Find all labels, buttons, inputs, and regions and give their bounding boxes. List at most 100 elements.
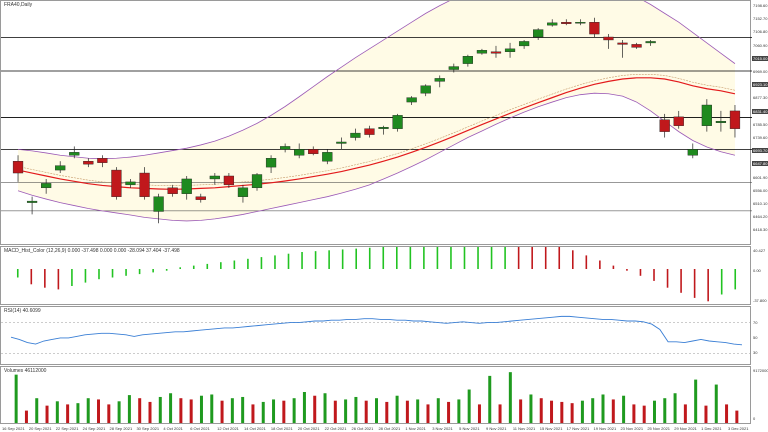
candle [631, 44, 642, 48]
rsi-label: RSI(14) 40.6099 [4, 308, 41, 314]
price-tick-label: 6556.00 [753, 187, 768, 193]
rsi-tick-label: 50 [753, 334, 758, 340]
date-tick-label: 20 Sep 2021 [28, 426, 52, 431]
bollinger-upper-line [17, 1, 736, 160]
candle [687, 149, 698, 156]
candle [504, 48, 516, 52]
date-tick-label: 20 Oct 2021 [297, 426, 320, 431]
candle [659, 119, 670, 132]
volume-panel[interactable]: Volumes 46112000 [0, 366, 751, 424]
macd-tick-label: 0.00 [753, 268, 761, 273]
price-tick-label: 6464.20 [753, 214, 768, 220]
candle [265, 158, 277, 168]
rsi-line-chart[interactable] [1, 307, 752, 366]
price-tick-label: 6877.30 [753, 95, 768, 101]
candle [603, 36, 614, 41]
macd-histogram[interactable] [1, 247, 752, 306]
candle [280, 146, 291, 150]
candle [575, 22, 586, 24]
candle [589, 22, 600, 35]
date-tick-label: 22 Sep 2021 [55, 426, 79, 431]
price-tick-label: 7106.80 [753, 29, 768, 35]
candle [223, 175, 235, 186]
date-tick-label: 4 Oct 2021 [163, 426, 183, 431]
date-tick-label: 17 Nov 2021 [566, 426, 590, 431]
price-tick-label: 6923.10 [752, 82, 768, 88]
candle [701, 104, 712, 126]
price-tick-label: 7198.60 [753, 3, 768, 8]
candle [209, 175, 220, 180]
date-tick-label: 22 Oct 2021 [324, 426, 347, 431]
price-tick-label: 6693.70 [752, 148, 768, 154]
date-tick-label: 15 Nov 2021 [539, 426, 563, 431]
rsi-tick-label: 70 [753, 319, 758, 325]
candle [251, 174, 263, 189]
date-tick-label: 18 Oct 2021 [270, 426, 293, 431]
candle [83, 161, 94, 165]
date-tick-label: 19 Nov 2021 [593, 426, 617, 431]
candle [518, 41, 530, 47]
candle [336, 141, 347, 144]
date-tick-label: 6 Oct 2021 [190, 426, 210, 431]
candle [462, 56, 473, 64]
candle [125, 181, 136, 186]
volume-tick-label: 91720000 [753, 368, 768, 373]
candle [533, 29, 544, 38]
date-tick-label: 1 Dec 2021 [701, 426, 722, 431]
candle [561, 22, 572, 24]
candle [195, 196, 206, 200]
candle [294, 149, 305, 156]
candle [420, 85, 431, 94]
date-tick-label: 28 Sep 2021 [109, 426, 133, 431]
candle [547, 22, 558, 26]
date-tick-label: 9 Nov 2021 [486, 426, 507, 431]
volume-axis: 91720000 0 [751, 366, 768, 424]
candle [55, 165, 66, 171]
candle [12, 161, 24, 174]
volume-histogram[interactable] [1, 367, 752, 425]
date-axis: 16 Sep 2021 20 Sep 2021 22 Sep 2021 24 Sep … [0, 424, 751, 432]
macd-axis: 40.427 0.00 -37.800 [751, 246, 768, 305]
date-tick-label: 11 Nov 2021 [512, 426, 536, 431]
candle [41, 183, 52, 189]
price-tick-label: 6510.10 [753, 201, 768, 206]
candle [448, 66, 459, 70]
moving-average-line [17, 77, 736, 190]
macd-tick-label: 40.427 [753, 248, 766, 253]
price-tick-label: 6647.80 [752, 161, 768, 167]
candle [167, 187, 178, 194]
price-tick-label: 7015.00 [752, 55, 768, 61]
candle [26, 200, 38, 203]
chart-title: FRA40,Daily [4, 2, 33, 8]
date-tick-label: 3 Nov 2021 [432, 426, 453, 431]
bollinger-band-fill [18, 1, 735, 221]
candle [237, 187, 249, 197]
candle [378, 126, 389, 129]
date-tick-label: 30 Sep 2021 [136, 426, 160, 431]
price-tick-label: 7060.90 [753, 42, 768, 48]
price-chart-panel[interactable]: FRA40,Daily [0, 0, 752, 246]
rsi-axis: 70 50 30 [751, 306, 768, 365]
date-tick-label: 24 Sep 2021 [82, 426, 106, 431]
candle [476, 50, 488, 54]
candle [364, 128, 375, 135]
macd-label: MACD_Hist_Color (12,26,9) 0.000 -37.498 … [4, 248, 180, 254]
candle [111, 169, 122, 197]
signal-line [17, 73, 736, 187]
candle [673, 116, 684, 126]
rsi-panel[interactable]: RSI(14) 40.6099 [0, 306, 752, 366]
price-tick-label: 6418.30 [753, 227, 768, 233]
macd-panel[interactable]: MACD_Hist_Color (12,26,9) 0.000 -37.498 … [0, 246, 751, 305]
date-tick-label: 5 Nov 2021 [459, 426, 480, 431]
date-tick-label: 26 Oct 2021 [351, 426, 374, 431]
date-tick-label: 14 Oct 2021 [244, 426, 266, 431]
rsi-tick-label: 30 [753, 350, 758, 356]
candle [181, 178, 192, 194]
price-chart[interactable] [1, 1, 752, 246]
candle [350, 132, 361, 138]
candle [153, 196, 164, 212]
candle [392, 115, 403, 129]
date-tick-label: 25 Nov 2021 [647, 426, 671, 431]
date-tick-label: 3 Dec 2021 [728, 426, 749, 431]
bollinger-lower-line [17, 92, 736, 222]
